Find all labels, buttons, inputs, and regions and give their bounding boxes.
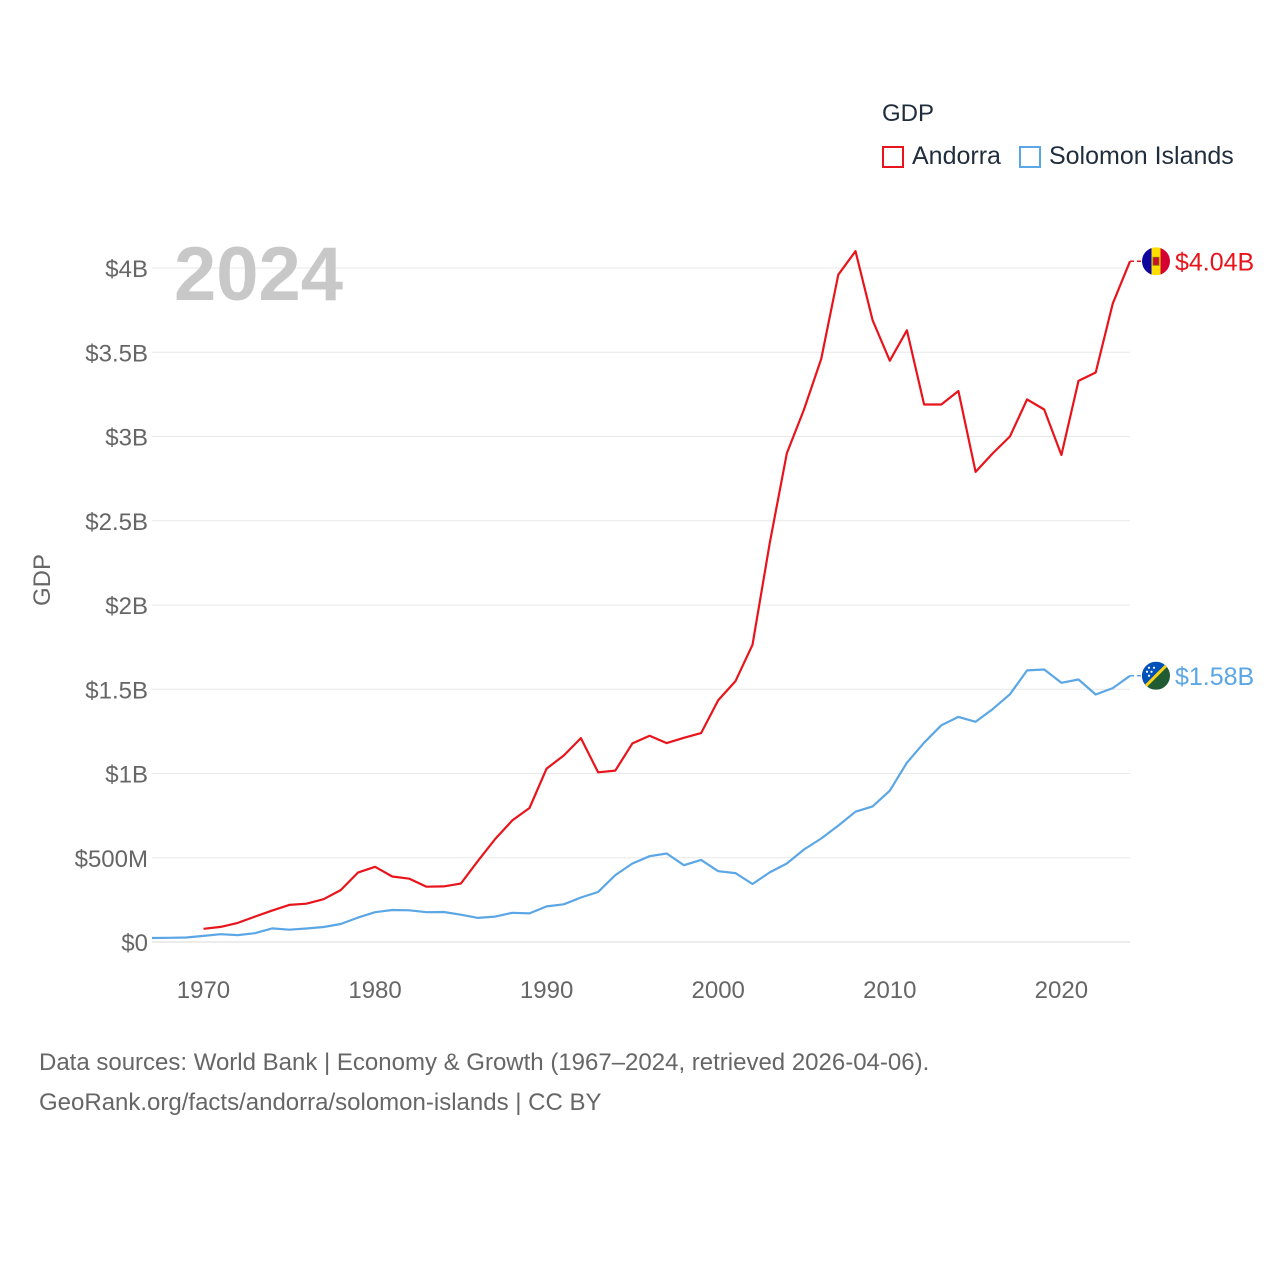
legend-swatch-andorra — [882, 145, 904, 168]
legend: Andorra Solomon Islands — [882, 142, 1252, 171]
y-tick-label: $4B — [105, 256, 148, 283]
series-line-andorra — [203, 250, 1132, 930]
y-tick-label: $3.5B — [85, 340, 148, 367]
x-tick-label: 2000 — [692, 977, 745, 1004]
y-tick-label: $3B — [105, 425, 148, 452]
legend-title: GDP — [882, 100, 935, 127]
y-tick-label: $500M — [75, 846, 148, 873]
y-axis-ticks: $0 $500M $1B $1.5B $2B $2.5B $3B $3.5B $4B — [75, 256, 148, 957]
y-tick-label: $0 — [121, 930, 148, 957]
legend-swatch-solomon-islands — [1018, 145, 1041, 168]
end-value-labels: $4.04B $1.58B — [1130, 248, 1254, 691]
points-solomon-islands — [151, 669, 1131, 938]
y-tick-label: $1.5B — [85, 677, 148, 704]
solomon-islands-flag-icon — [1142, 661, 1170, 690]
y-tick-label: $2B — [105, 593, 148, 620]
x-tick-label: 1990 — [520, 977, 573, 1004]
x-axis-ticks: 1970 1980 1990 2000 2010 2020 — [177, 977, 1088, 1004]
source-line-2: GeoRank.org/facts/andorra/solomon-island… — [39, 1089, 602, 1116]
end-flags — [1142, 247, 1170, 690]
y-tick-label: $2.5B — [85, 509, 148, 536]
x-tick-label: 1980 — [348, 977, 401, 1004]
legend-item-andorra[interactable]: Andorra — [882, 142, 1001, 171]
andorra-flag-icon — [1142, 247, 1170, 276]
x-tick-label: 1970 — [177, 977, 230, 1004]
gridlines — [152, 267, 1130, 943]
end-label-solomon-islands: $1.58B — [1175, 663, 1254, 691]
series-line-solomon-islands — [151, 668, 1131, 940]
source-note: Data sources: World Bank | Economy & Gro… — [39, 1043, 929, 1123]
end-label-andorra: $4.04B — [1175, 248, 1254, 276]
legend-item-solomon-islands[interactable]: Solomon Islands — [1018, 142, 1234, 171]
points-andorra — [203, 251, 1131, 929]
year-watermark: 2024 — [174, 232, 343, 317]
y-axis-title: GDP — [29, 554, 56, 606]
x-tick-label: 2020 — [1035, 977, 1088, 1004]
x-tick-label: 2010 — [863, 977, 916, 1004]
source-line-1: Data sources: World Bank | Economy & Gro… — [39, 1049, 930, 1076]
y-tick-label: $1B — [105, 762, 148, 789]
legend-label-solomon-islands: Solomon Islands — [1048, 142, 1234, 170]
series-layer — [151, 250, 1132, 940]
legend-label-andorra: Andorra — [912, 142, 1001, 170]
